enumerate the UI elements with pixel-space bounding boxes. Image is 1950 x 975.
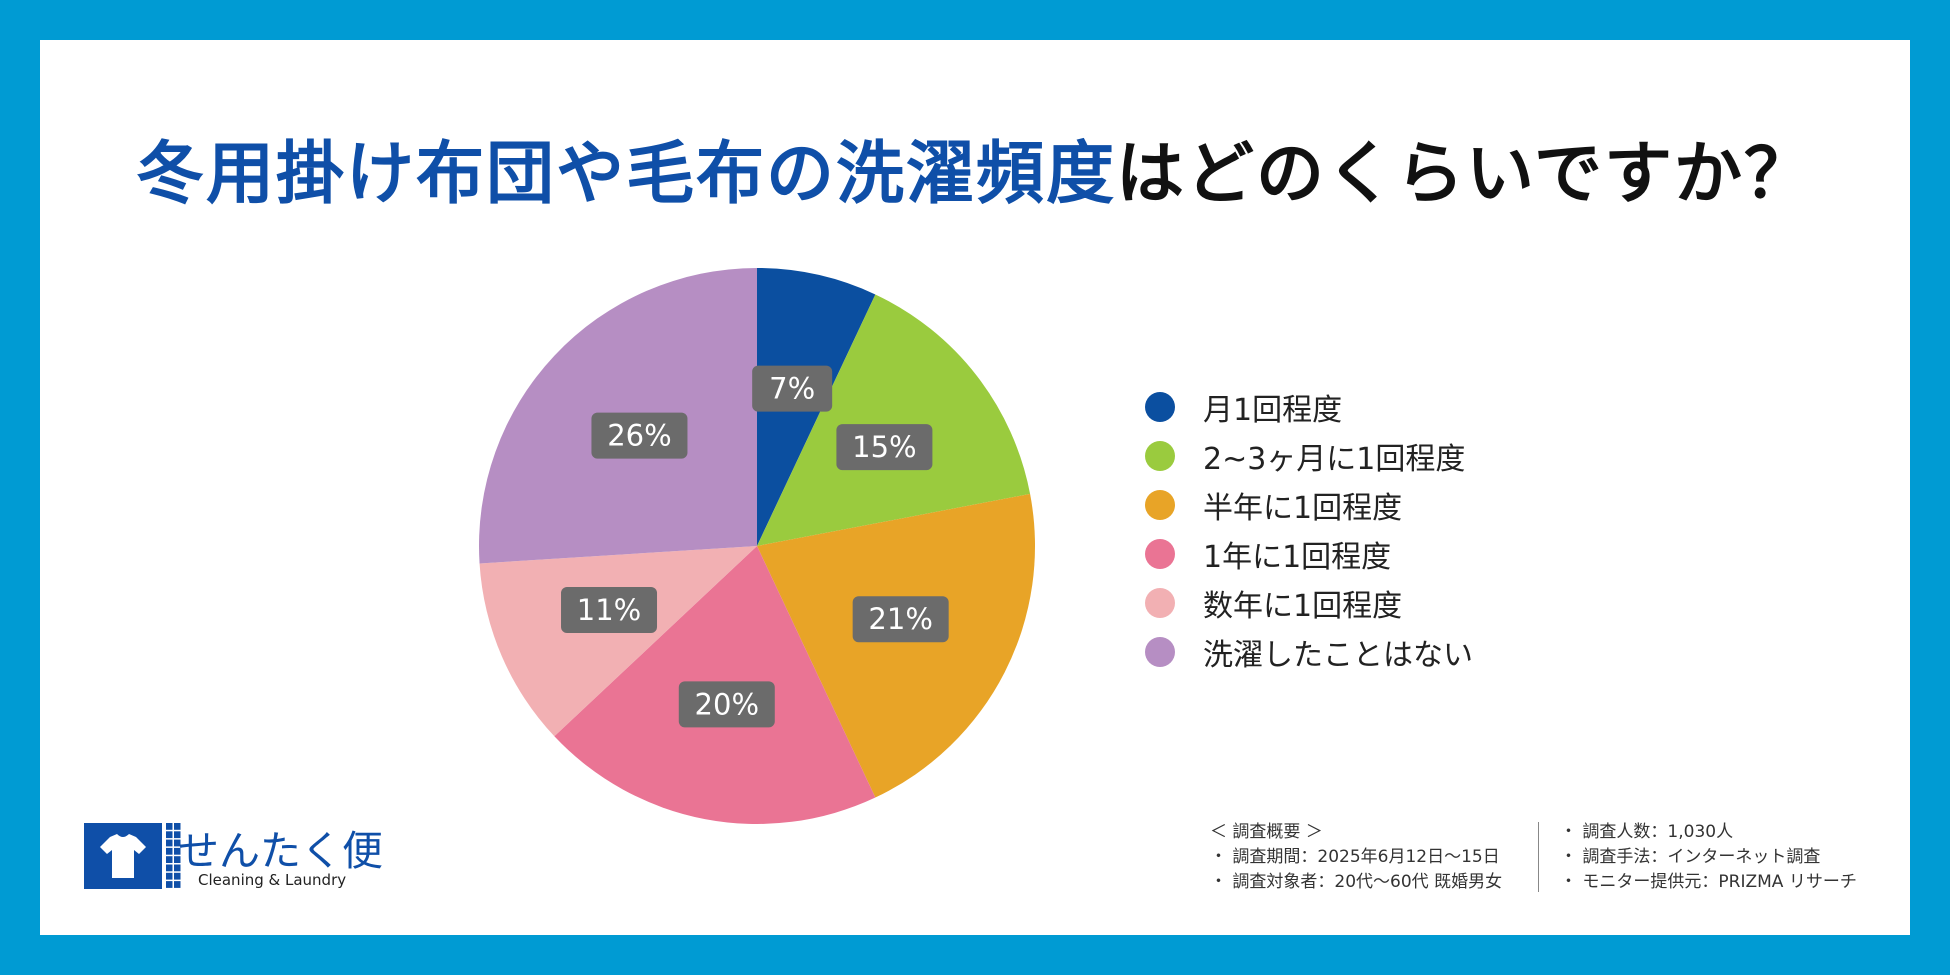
survey-summary-left: ＜ 調査概要 ＞ ・ 調査期間：2025年6月12日～15日 ・ 調査対象者：2… — [1210, 820, 1502, 895]
slice-label: 7% — [752, 365, 833, 412]
legend-item: 数年に1回程度 — [1145, 578, 1473, 627]
legend-swatch — [1145, 636, 1175, 667]
legend-swatch — [1145, 440, 1175, 471]
slice-label: 26% — [591, 412, 688, 459]
survey-summary-right: ・ 調査人数：1,030人 ・ 調査手法：インターネット調査 ・ モニター提供元… — [1560, 820, 1857, 895]
logo-name: せんたく便 — [178, 827, 383, 875]
slice-label-text: 26% — [607, 419, 671, 453]
chart-title: 冬用掛け布団や毛布の洗濯頻度はどのくらいですか？ — [0, 118, 1950, 217]
chart-legend: 月1回程度 2~3ヶ月に1回程度 半年に1回程度 1年に1回程度 数年に1回程度洗濯した… — [1145, 382, 1473, 676]
legend-label: 1年に1回程度 — [1203, 539, 1392, 575]
logo-tagline: Cleaning & Laundry — [198, 871, 347, 889]
pie-chart: 7% 15% 21% 20% 11% 26% — [479, 268, 1035, 824]
legend-label: 洗濯したことはない — [1203, 637, 1473, 673]
slice-label-text: 15% — [852, 430, 916, 464]
survey-period: ・ 調査期間：2025年6月12日～15日 — [1210, 847, 1500, 867]
slice-label-text: 21% — [868, 602, 932, 636]
title-highlight: 冬用掛け布団や毛布の洗濯頻度 — [136, 135, 1117, 214]
slice-label: 20% — [678, 681, 775, 728]
survey-provider: ・ モニター提供元：PRIZMA リサーチ — [1560, 872, 1857, 892]
slice-label: 11% — [561, 587, 658, 634]
slice-label: 15% — [836, 424, 933, 471]
legend-label: 半年に1回程度 — [1203, 490, 1403, 526]
legend-swatch — [1145, 538, 1175, 569]
legend-label: 月1回程度 — [1203, 392, 1343, 428]
survey-count: ・ 調査人数：1,030人 — [1560, 822, 1734, 842]
slice-label-text: 20% — [695, 687, 759, 721]
legend-item: 洗濯したことはない — [1145, 627, 1473, 676]
slice-label: 21% — [852, 596, 949, 643]
legend-item: 1年に1回程度 — [1145, 529, 1473, 578]
legend-item: 2~3ヶ月に1回程度 — [1145, 431, 1473, 480]
pie-slice — [479, 546, 757, 737]
survey-divider — [1538, 822, 1539, 892]
pie-slice — [757, 493, 1035, 798]
survey-heading: ＜ 調査概要 ＞ — [1210, 822, 1323, 842]
logo-grid-icon — [166, 823, 181, 888]
legend-item: 月1回程度 — [1145, 382, 1473, 431]
title-rest: はどのくらいですか？ — [1116, 135, 1814, 214]
legend-label: 数年に1回程度 — [1203, 588, 1403, 624]
legend-swatch — [1145, 489, 1175, 520]
legend-swatch — [1145, 391, 1175, 422]
slice-label-text: 7% — [769, 372, 815, 406]
pie-slice — [757, 294, 1031, 546]
slice-label-text: 11% — [577, 593, 641, 627]
survey-target: ・ 調査対象者：20代～60代 既婚男女 — [1210, 872, 1503, 892]
survey-method: ・ 調査手法：インターネット調査 — [1560, 847, 1821, 867]
legend-item: 半年に1回程度 — [1145, 480, 1473, 529]
t-shirt-icon — [84, 823, 162, 889]
legend-label: 2~3ヶ月に1回程度 — [1203, 441, 1466, 477]
legend-swatch — [1145, 587, 1175, 618]
